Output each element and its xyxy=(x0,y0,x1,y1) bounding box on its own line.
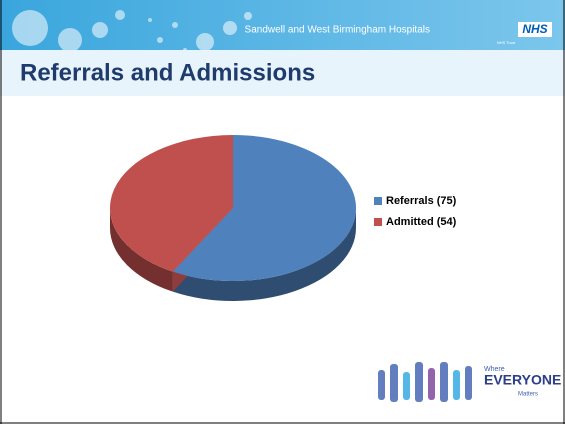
legend-label: Referrals (75) xyxy=(386,195,457,207)
legend-swatch xyxy=(374,218,382,226)
pie-slice xyxy=(109,135,233,272)
chart-title: Referrals and Admissions xyxy=(20,59,315,86)
legend-label: Admitted (54) xyxy=(386,216,457,228)
logo-matters: Matters xyxy=(518,392,538,398)
title-band xyxy=(0,50,565,96)
legend-swatch xyxy=(374,197,382,205)
pie-side xyxy=(110,208,173,292)
pie-side xyxy=(172,208,356,302)
pie-slice xyxy=(172,135,356,281)
logo-everyone: EVERYONE xyxy=(484,372,561,388)
nhs-badge: NHS xyxy=(522,22,547,36)
nhs-badge-box xyxy=(518,22,552,37)
logo-where: Where xyxy=(484,366,505,373)
logo: Where EVERYONE Matters xyxy=(378,362,561,402)
trust: NHS Trust xyxy=(497,40,516,45)
organisation: Sandwell and West Birmingham Hospitals xyxy=(245,25,430,36)
